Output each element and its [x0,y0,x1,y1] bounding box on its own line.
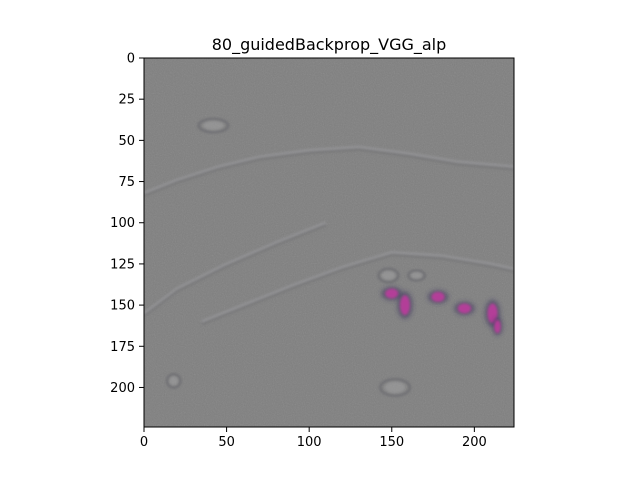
blob-13 [166,373,182,389]
ridge-0 [144,145,514,197]
x-tick-label: 100 [297,435,322,450]
chart-title: 80_guidedBackprop_VGG_alp [212,35,447,55]
blob-4 [377,267,400,284]
saliency-features [144,117,514,397]
y-tick-label: 125 [110,257,135,272]
y-tick-label: 75 [118,175,135,190]
y-tick-label: 25 [118,93,135,108]
blob-5 [407,269,426,282]
plot-frame [143,57,515,428]
y-tick-label: 50 [118,134,135,149]
hotspot-7 [397,291,413,319]
blob-12 [379,378,411,397]
ridge-2 [144,221,327,317]
y-tick-label: 200 [110,381,135,396]
hotspot-8 [427,289,449,304]
x-tick-label: 200 [462,435,487,450]
hotspot-9 [453,301,476,316]
x-tick-label: 0 [140,435,148,450]
hotspot-11 [492,317,503,336]
ridge-1 [201,251,514,325]
y-tick-label: 175 [110,340,135,355]
image-grain [144,58,514,427]
x-tick-label: 50 [218,435,235,450]
y-tick-label: 0 [127,52,135,67]
y-tick-label: 100 [110,216,135,231]
plot-area [144,58,514,427]
hotspot-6 [381,286,403,301]
x-tick-label: 150 [379,435,404,450]
y-tick-label: 150 [110,299,135,314]
blob-3 [197,117,230,134]
x-axis: 0 50 100 150 200 [140,427,487,450]
y-axis: 0 25 50 75 100 125 150 175 200 [110,52,144,396]
